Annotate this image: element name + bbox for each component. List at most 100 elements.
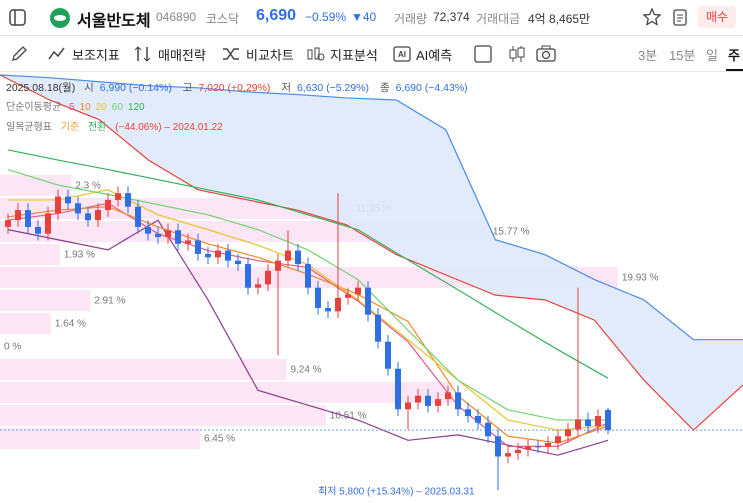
- volume-profile-bar: [0, 359, 287, 380]
- candle-body: [5, 220, 11, 227]
- candle-body: [555, 436, 561, 444]
- indicator-icon[interactable]: [48, 46, 66, 62]
- period[interactable]: 3분: [638, 48, 658, 63]
- candle-body: [335, 297, 341, 312]
- candle-body: [65, 196, 71, 204]
- candle-body: [395, 368, 401, 410]
- toolbar-item[interactable]: 지표분석: [330, 48, 378, 63]
- draw-icon[interactable]: [10, 45, 28, 63]
- analysis-icon[interactable]: [306, 46, 326, 62]
- candle-body: [165, 230, 171, 238]
- candle-body: [355, 287, 361, 295]
- volume-profile-bar: [0, 313, 51, 334]
- volume-profile-label: 1.93 %: [64, 250, 95, 261]
- period-active[interactable]: 주: [728, 48, 740, 63]
- candle-body: [295, 250, 301, 265]
- candle-body: [605, 409, 611, 431]
- ma-legend-item: 20: [96, 102, 108, 113]
- toolbar-item[interactable]: 비교차트: [246, 48, 294, 63]
- ohlc-label: 고: [183, 82, 193, 94]
- date: 2025.08.18(월): [6, 82, 75, 94]
- volume-profile-label: 1.64 %: [55, 319, 86, 330]
- change-pct: −0.59%: [305, 10, 347, 24]
- square-icon[interactable]: [474, 45, 492, 63]
- volume-profile-label: 6.45 %: [204, 434, 235, 445]
- ohlc-value: 6,690 (−4.43%): [396, 82, 468, 94]
- candle-icon[interactable]: [508, 45, 526, 63]
- period[interactable]: 15분: [669, 48, 696, 63]
- ai-icon[interactable]: AI: [392, 45, 412, 63]
- candle-body: [225, 250, 231, 261]
- candle-body: [125, 193, 131, 207]
- period-underline: [726, 69, 743, 71]
- candle-body: [145, 226, 151, 234]
- candle-body: [195, 240, 201, 254]
- favorite-icon[interactable]: [643, 8, 661, 26]
- volume-profile-bar: [0, 428, 200, 449]
- volume-profile-label: 2.3 %: [75, 181, 101, 192]
- ma-legend-item: 10: [80, 102, 92, 113]
- ma-legend: 단순이동평균 5 10 20 60 120: [6, 101, 145, 113]
- candle-body: [585, 419, 591, 427]
- candle-body: [525, 446, 531, 450]
- volume-profile-bar: [0, 244, 60, 265]
- ohlc-value: 6,990 (−0.14%): [100, 82, 172, 94]
- ohlc-value: 7,020 (+0.29%): [198, 82, 270, 94]
- candle-body: [255, 284, 261, 288]
- candle-body: [315, 287, 321, 308]
- amount: 4억 8,465만: [528, 12, 591, 26]
- candle-body: [575, 419, 581, 430]
- header: 서울반도체 046890 코스닥 6,690 −0.59% ▼40 거래량 72…: [0, 0, 743, 36]
- candle-body: [85, 213, 91, 221]
- stock-name: 서울반도체: [77, 13, 151, 30]
- ma-line: [7, 149, 609, 379]
- volume-profile-label: 19.93 %: [622, 273, 659, 284]
- toolbar-item[interactable]: 보조지표: [72, 48, 120, 63]
- volume-profile-label: 15.77 %: [493, 227, 530, 238]
- candle-body: [285, 250, 291, 261]
- memo-icon[interactable]: [671, 8, 689, 26]
- market: 코스닥: [206, 12, 240, 26]
- ichimoku-legend: 일목균형표 기준 전환 (−44.06%) – 2024.01.22: [6, 121, 223, 133]
- candle-body: [105, 199, 111, 211]
- candle-body: [35, 226, 41, 234]
- candle-body: [455, 392, 461, 410]
- candle-body: [75, 203, 81, 214]
- cloud-fill: [0, 75, 743, 431]
- toolbar-item[interactable]: 매매전략: [158, 48, 206, 63]
- candle-body: [485, 422, 491, 437]
- cloud-span1: [0, 74, 743, 341]
- compare-icon[interactable]: [222, 46, 240, 62]
- price: 6,690: [256, 7, 297, 24]
- sidebar-icon[interactable]: [9, 9, 27, 27]
- ohlc-line: 2025.08.18(월) 시 6,990 (−0.14%) 고 7,020 (…: [6, 82, 468, 94]
- volume: 72,374: [433, 10, 470, 24]
- camera-icon[interactable]: [536, 45, 556, 63]
- ohlc-label: 저: [281, 82, 291, 94]
- strategy-icon[interactable]: [134, 46, 152, 62]
- candle-body: [565, 429, 571, 437]
- buy-button[interactable]: 매수: [698, 6, 736, 28]
- candle-body: [415, 395, 421, 403]
- candle-body: [215, 250, 221, 258]
- candle-body: [155, 233, 161, 238]
- candle-body: [265, 270, 271, 285]
- candle-body: [375, 314, 381, 342]
- candle-body: [305, 264, 311, 288]
- toolbar-item[interactable]: AI예측: [416, 48, 453, 63]
- toolbar: 보조지표 매매전략 비교차트 지표분석 AI AI예측 3분 15분 일 주: [0, 36, 743, 72]
- period[interactable]: 일: [706, 48, 718, 63]
- candle-body: [245, 264, 251, 288]
- volume-profile-label: 10.51 %: [330, 411, 367, 422]
- candle-body: [325, 307, 331, 312]
- ichimoku-item: 전환: [88, 121, 106, 133]
- logo: [50, 8, 70, 28]
- ma-title: 단순이동평균: [6, 101, 61, 113]
- candle-body: [365, 287, 371, 315]
- candle-body: [515, 449, 521, 454]
- candle-body: [15, 210, 21, 221]
- candle-body: [235, 260, 241, 265]
- volume-profile-label: 2.91 %: [94, 296, 125, 307]
- candle-body: [175, 230, 181, 244]
